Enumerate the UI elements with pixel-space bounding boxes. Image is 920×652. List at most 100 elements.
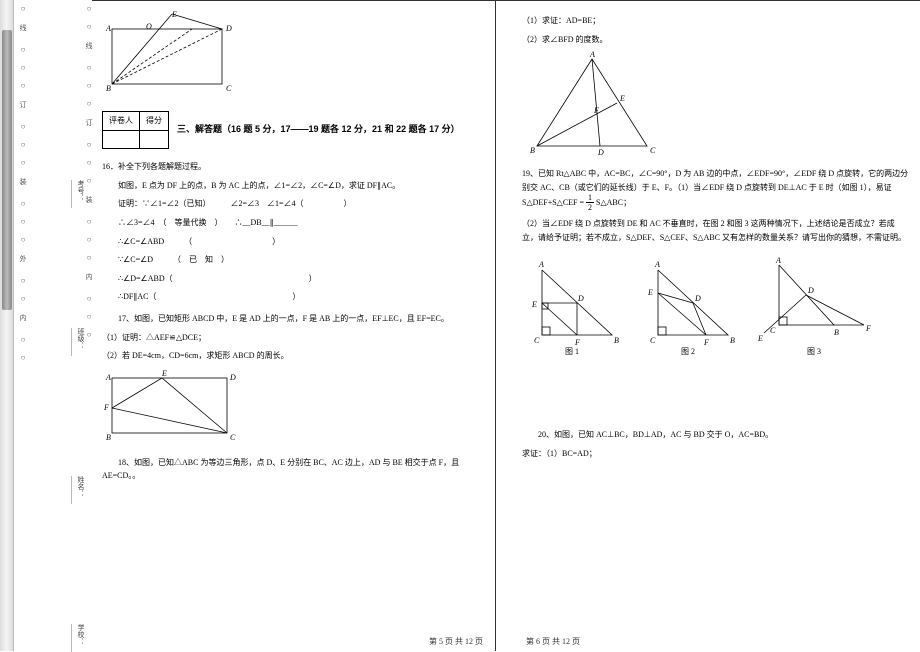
page-number-6: 第 6 页 共 12 页 bbox=[526, 636, 580, 647]
q20-label: 20、如图，已知 AC⊥BC，BD⊥AD，AC 与 BD 交于 O，AC=BD。 bbox=[522, 428, 910, 442]
q19-fig1: A D E C F B 图 1 bbox=[522, 255, 622, 359]
svg-text:F: F bbox=[103, 403, 109, 412]
svg-text:C: C bbox=[650, 336, 656, 345]
page-6-content: （1）求证：AD=BE； （2）求∠BFD 的度数。 A E F BDC 19、… bbox=[512, 1, 920, 469]
scroll-thumb[interactable] bbox=[2, 30, 12, 310]
binding-margin: ○ 线 ○ ○ ○ 订 ○ ○ ○ 装 ○ ○ ○ 外 ○ ○ 内 ○ ○ 考号… bbox=[14, 0, 82, 651]
dot: ○ bbox=[87, 172, 92, 190]
dot: ○ bbox=[21, 77, 26, 95]
section3-header: 评卷人得分 三、解答题（16 题 5 分，17——19 题各 12 分，21 和… bbox=[102, 105, 485, 155]
svg-text:A: A bbox=[775, 256, 781, 265]
dot: ○ bbox=[21, 118, 26, 136]
q19-fig2: AD E CFB 图 2 bbox=[638, 255, 738, 359]
dot: ○ bbox=[87, 95, 92, 113]
q18-p2: （2）求∠BFD 的度数。 bbox=[522, 33, 910, 47]
svg-text:F: F bbox=[593, 106, 599, 115]
svg-text:C: C bbox=[226, 84, 232, 93]
dot: ○ bbox=[21, 349, 26, 367]
q16-label: 16．补全下列各题解题过程。 bbox=[102, 160, 485, 174]
page-number-5: 第 5 页 共 12 页 bbox=[429, 636, 483, 647]
fig3-caption: 图 3 bbox=[754, 345, 874, 359]
svg-text:B: B bbox=[730, 336, 735, 345]
q20-p1: 求证：（1）BC=AD； bbox=[522, 447, 910, 461]
score-col2: 得分 bbox=[140, 112, 169, 131]
svg-text:B: B bbox=[106, 84, 111, 93]
binding-outer-col: ○ 线 ○ ○ ○ 订 ○ ○ ○ 装 ○ ○ ○ 外 ○ ○ 内 ○ ○ bbox=[18, 0, 28, 651]
q16-proof: ∴DF∥AC（ ） bbox=[102, 290, 485, 304]
svg-text:C: C bbox=[770, 326, 776, 335]
fraction-half: 12 bbox=[586, 194, 594, 212]
score-cell bbox=[140, 130, 169, 149]
fig1-caption: 图 1 bbox=[522, 345, 622, 359]
svg-text:F: F bbox=[865, 324, 871, 333]
q16-figure-top: AOED BC bbox=[102, 9, 242, 99]
binding-word: 装 bbox=[18, 178, 28, 189]
dot: ○ bbox=[21, 195, 26, 213]
dot: ○ bbox=[21, 0, 26, 18]
page-5-content: A O E D B C 评卷人得分 三、解答题（16 题 5 分，17——19 题各 1… bbox=[92, 1, 495, 492]
svg-text:B: B bbox=[530, 146, 535, 155]
dot: ○ bbox=[21, 59, 26, 77]
q19-fig3: AD CBF E 图 3 bbox=[754, 255, 874, 359]
score-cell bbox=[103, 130, 140, 149]
page-5: A O E D B C 评卷人得分 三、解答题（16 题 5 分，17——19 题各 1… bbox=[92, 0, 496, 651]
svg-text:B: B bbox=[834, 328, 839, 337]
svg-text:E: E bbox=[531, 300, 537, 309]
svg-text:C: C bbox=[534, 336, 540, 345]
binding-word: 外 bbox=[18, 255, 28, 266]
svg-text:F: F bbox=[574, 338, 580, 345]
dot: ○ bbox=[87, 290, 92, 308]
svg-text:D: D bbox=[577, 294, 584, 303]
q17-p1: （1）证明：△AEF≌△DCE； bbox=[102, 331, 485, 345]
dot: ○ bbox=[87, 18, 92, 36]
svg-text:E: E bbox=[757, 334, 763, 343]
dot: ○ bbox=[21, 331, 26, 349]
q16-given: 如图，E 点为 DF 上的点，B 为 AC 上的点，∠1=∠2，∠C=∠D，求证… bbox=[102, 179, 485, 193]
dot: ○ bbox=[21, 272, 26, 290]
q16-proof: ∴∠3=∠4 （ 等量代换 ） ∴__DB__∥______ bbox=[102, 216, 485, 230]
svg-text:D: D bbox=[229, 373, 236, 382]
q16-proof: 证明：∵∠1=∠2（已知） ∠2=∠3 ∠1=∠4（ ） bbox=[102, 197, 485, 211]
page-spread: A O E D B C 评卷人得分 三、解答题（16 题 5 分，17——19 题各 1… bbox=[92, 0, 920, 651]
svg-text:B: B bbox=[614, 336, 619, 345]
svg-text:D: D bbox=[694, 294, 701, 303]
page-6: （1）求证：AD=BE； （2）求∠BFD 的度数。 A E F BDC 19、… bbox=[496, 0, 920, 651]
dot: ○ bbox=[21, 231, 26, 249]
svg-text:O: O bbox=[146, 22, 152, 31]
dot: ○ bbox=[87, 136, 92, 154]
dot: ○ bbox=[21, 136, 26, 154]
dot: ○ bbox=[87, 213, 92, 231]
svg-text:E: E bbox=[619, 94, 625, 103]
dot: ○ bbox=[87, 77, 92, 95]
dot: ○ bbox=[21, 290, 26, 308]
section3-title: 三、解答题（16 题 5 分，17——19 题各 12 分，21 和 22 题各… bbox=[177, 122, 460, 137]
q18-figure: A E F B D C bbox=[522, 51, 672, 161]
svg-text:A: A bbox=[105, 373, 111, 382]
svg-text:A: A bbox=[538, 260, 544, 269]
score-table: 评卷人得分 bbox=[102, 111, 169, 149]
svg-text:E: E bbox=[171, 10, 177, 19]
dot: ○ bbox=[21, 213, 26, 231]
fig2-caption: 图 2 bbox=[638, 345, 738, 359]
q19-figures: A D E C F B 图 1 bbox=[522, 255, 910, 359]
q19-p2: （2）当∠EDF 绕 D 点旋转到 DE 和 AC 不垂直时，在图 2 和图 3… bbox=[522, 217, 910, 244]
svg-text:F: F bbox=[703, 338, 709, 345]
score-col1: 评卷人 bbox=[103, 112, 140, 131]
vertical-scrollbar[interactable] bbox=[0, 0, 14, 651]
svg-text:E: E bbox=[161, 369, 167, 378]
dot: ○ bbox=[21, 41, 26, 59]
dot: ○ bbox=[87, 154, 92, 172]
svg-text:B: B bbox=[106, 433, 111, 442]
q17-label: 17、如图，已知矩形 ABCD 中，E 是 AD 上的一点，F 是 AB 上的一… bbox=[102, 312, 485, 326]
dot: ○ bbox=[87, 326, 92, 344]
svg-text:C: C bbox=[650, 146, 656, 155]
dot: ○ bbox=[87, 249, 92, 267]
svg-text:D: D bbox=[597, 148, 604, 157]
svg-text:A: A bbox=[589, 51, 595, 59]
svg-text:D: D bbox=[225, 24, 232, 33]
svg-text:E: E bbox=[647, 288, 653, 297]
q16-proof: ∵∠C=∠D （ 已 知 ） bbox=[102, 253, 485, 267]
binding-word: 订 bbox=[18, 101, 28, 112]
q17-p2: （2）若 DE=4cm，CD=6cm，求矩形 ABCD 的周长。 bbox=[102, 349, 485, 363]
binding-word: 线 bbox=[18, 24, 28, 35]
